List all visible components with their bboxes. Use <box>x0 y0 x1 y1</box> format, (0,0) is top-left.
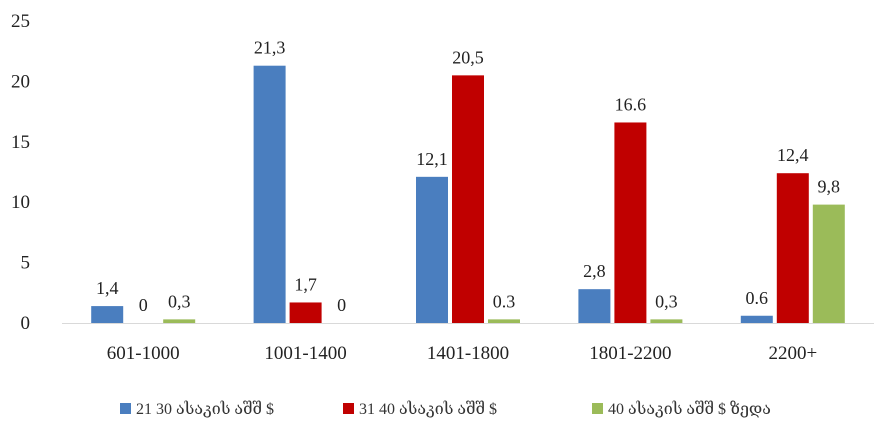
y-tick-label: 10 <box>11 192 30 213</box>
bar <box>614 122 647 323</box>
bar <box>812 204 845 323</box>
legend-label: 31 40 ასაკის აშშ $ <box>359 400 497 418</box>
data-label: 21,3 <box>254 38 286 58</box>
x-tick-label: 1001-1400 <box>264 343 346 364</box>
bar <box>650 319 683 323</box>
y-tick-label: 20 <box>11 71 30 92</box>
data-label: 0.3 <box>493 291 516 311</box>
data-label: 0.6 <box>746 288 769 308</box>
plot-area: 1,4 0 0,3 21,3 1,7 0 12,1 20,5 0.3 2,8 16.6 0,3 0.6 1… <box>91 38 845 324</box>
legend-swatch <box>120 403 131 414</box>
x-tick-label: 1401-1800 <box>427 343 509 364</box>
data-label: 12,1 <box>416 149 448 169</box>
y-tick-label: 25 <box>11 11 30 32</box>
data-label: 12,4 <box>777 145 809 165</box>
data-label: 20,5 <box>452 47 484 67</box>
y-tick-label: 15 <box>11 132 30 153</box>
data-label: 1,4 <box>96 278 119 298</box>
bar <box>289 302 322 323</box>
bar <box>163 319 196 323</box>
data-label: 0 <box>139 295 148 315</box>
legend-label: 21 30 ასაკის აშშ $ <box>136 400 274 418</box>
legend: 21 30 ასაკის აშშ $ 31 40 ასაკის აშშ $ 40 ა… <box>120 400 771 418</box>
x-tick-label: 1801-2200 <box>589 343 671 364</box>
legend-label: 40 ასაკის აშშ $ ზედა <box>608 400 771 418</box>
data-label: 0 <box>337 295 346 315</box>
x-tick-label: 601-1000 <box>107 343 180 364</box>
data-label: 0,3 <box>168 291 191 311</box>
data-label: 16.6 <box>615 94 647 114</box>
bar <box>776 173 809 323</box>
data-label: 1,7 <box>294 274 317 294</box>
bar <box>452 75 484 323</box>
data-label: 2,8 <box>583 261 606 281</box>
bar <box>578 289 611 323</box>
data-label: 9,8 <box>818 177 841 197</box>
y-tick-label: 0 <box>21 313 31 334</box>
legend-swatch <box>592 403 603 414</box>
data-label: 0,3 <box>655 291 678 311</box>
bar <box>416 176 448 323</box>
bar <box>740 315 773 323</box>
x-axis: 601-1000 1001-1400 1401-1800 1801-2200 2200+ <box>107 343 817 364</box>
x-tick-label: 2200+ <box>768 343 817 364</box>
bar <box>253 65 286 324</box>
y-tick-label: 5 <box>21 253 31 274</box>
bar <box>91 306 124 323</box>
legend-swatch <box>343 403 354 414</box>
bar <box>488 319 520 323</box>
y-axis: 0 5 10 15 20 25 <box>11 11 30 334</box>
